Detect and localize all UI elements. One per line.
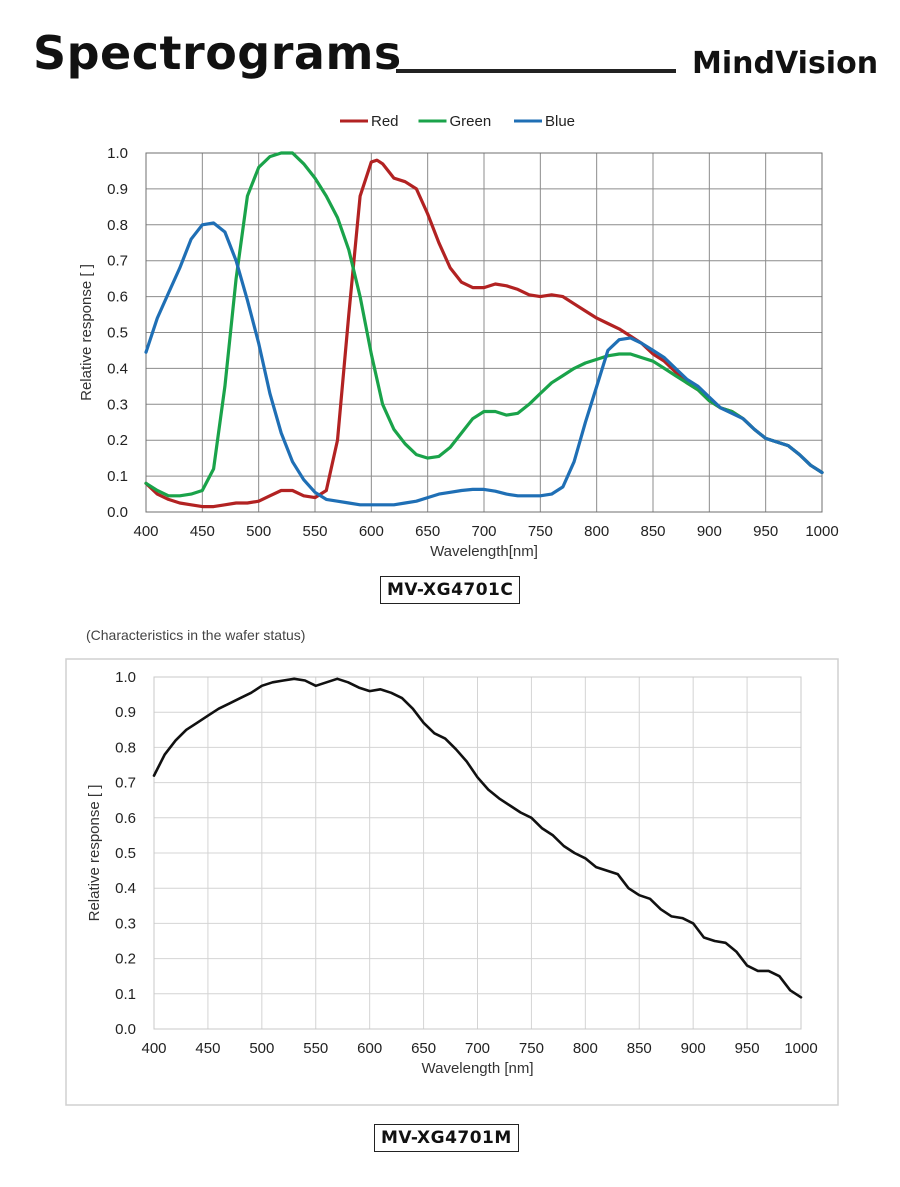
x-tick-label: 1000 — [784, 1040, 817, 1057]
y-tick-label: 0.2 — [115, 951, 136, 968]
series-line — [152, 677, 803, 999]
x-tick-label: 450 — [190, 523, 215, 540]
legend-label-blue: Blue — [545, 113, 575, 130]
x-tick-label: 950 — [735, 1040, 760, 1057]
x-tick-label: 600 — [359, 523, 384, 540]
x-axis-label: Wavelength [nm] — [422, 1060, 534, 1077]
x-tick-label: 700 — [465, 1040, 490, 1057]
y-tick-label: 0.0 — [107, 504, 128, 521]
y-tick-label: 0.9 — [107, 181, 128, 198]
brand-name: MindVision — [692, 46, 879, 81]
x-tick-label: 900 — [681, 1040, 706, 1057]
y-tick-label: 0.4 — [115, 880, 136, 897]
y-tick-label: 0.8 — [107, 217, 128, 234]
y-tick-label: 0.6 — [115, 810, 136, 827]
y-tick-label: 0.3 — [115, 915, 136, 932]
y-axis-label: Relative response [ ] — [86, 785, 103, 922]
title-divider — [396, 69, 676, 73]
y-tick-label: 0.1 — [115, 986, 136, 1003]
y-tick-label: 0.2 — [107, 432, 128, 449]
mono-spectrum-chart: 400 450 500 550 600 650 700 750 800 850 900 950 1000… — [65, 627, 839, 1106]
y-tick-label: 0.3 — [107, 396, 128, 413]
chart-note: (Characteristics in the wafer status) — [86, 627, 305, 643]
y-tick-label: 0.6 — [107, 289, 128, 306]
color-spectrum-chart: 400 450 500 550 600 650 700 750 800 850 900 950 1000… — [78, 113, 839, 560]
x-tick-label: 750 — [528, 523, 553, 540]
x-tick-label: 400 — [141, 1040, 166, 1057]
x-tick-label: 500 — [249, 1040, 274, 1057]
x-tick-label: 850 — [627, 1040, 652, 1057]
plot-area-border — [145, 152, 823, 513]
y-tick-label: 0.9 — [115, 704, 136, 721]
x-tick-label: 550 — [303, 1040, 328, 1057]
y-tick-label: 0.5 — [115, 845, 136, 862]
x-tick-label: 500 — [246, 523, 271, 540]
x-tick-label: 600 — [357, 1040, 382, 1057]
y-tick-label: 0.1 — [107, 468, 128, 485]
x-axis-label: Wavelength[nm] — [430, 543, 538, 560]
x-tick-label: 800 — [573, 1040, 598, 1057]
series-line-blue — [144, 221, 824, 507]
x-tick-label: 950 — [753, 523, 778, 540]
y-tick-label: 1.0 — [107, 145, 128, 162]
x-tick-label: 450 — [195, 1040, 220, 1057]
x-tick-label: 900 — [697, 523, 722, 540]
x-tick-label: 700 — [471, 523, 496, 540]
series-line-green — [144, 151, 824, 498]
x-tick-label: 1000 — [805, 523, 838, 540]
x-tick-label: 400 — [133, 523, 158, 540]
y-tick-label: 0.0 — [115, 1021, 136, 1038]
y-axis-label: Relative response [ ] — [78, 264, 95, 401]
y-tick-label: 0.5 — [107, 325, 128, 342]
page-title: Spectrograms — [33, 26, 402, 80]
y-tick-label: 0.4 — [107, 360, 128, 377]
x-tick-label: 550 — [302, 523, 327, 540]
y-tick-label: 1.0 — [115, 669, 136, 686]
model-label-color: MV-XG4701C — [380, 576, 521, 604]
legend-label-red: Red — [371, 113, 399, 130]
x-tick-label: 750 — [519, 1040, 544, 1057]
y-tick-label: 0.7 — [107, 253, 128, 270]
model-label-mono: MV-XG4701M — [374, 1124, 519, 1152]
x-tick-label: 650 — [415, 523, 440, 540]
x-tick-label: 850 — [640, 523, 665, 540]
chart-frame — [65, 658, 839, 1106]
legend-label-green: Green — [450, 113, 492, 130]
plot-area-border — [153, 676, 802, 1030]
y-tick-label: 0.8 — [115, 739, 136, 756]
x-tick-label: 800 — [584, 523, 609, 540]
x-tick-label: 650 — [411, 1040, 436, 1057]
y-tick-label: 0.7 — [115, 775, 136, 792]
